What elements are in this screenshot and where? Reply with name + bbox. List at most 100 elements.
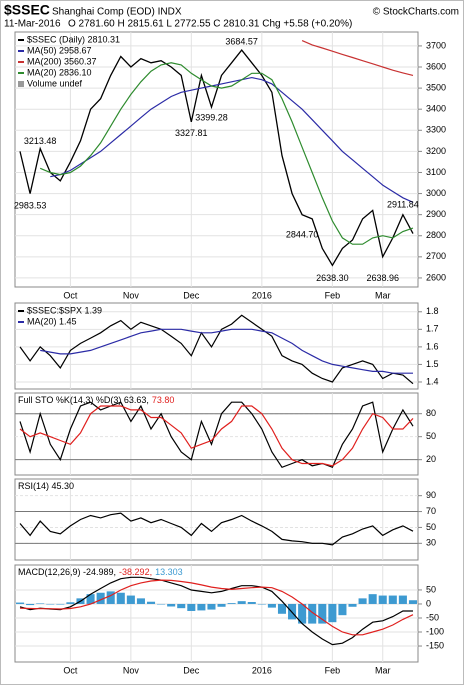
y-tick-label: 1.7 <box>426 324 439 334</box>
legend-entry: MA(20) 1.45 <box>27 316 77 326</box>
y-tick-label: 3200 <box>426 146 446 156</box>
y-tick-label: 2800 <box>426 230 446 240</box>
y-tick-label: 1.6 <box>426 341 439 351</box>
x-tick-label: Oct <box>63 290 78 300</box>
series-line <box>40 328 413 374</box>
histogram-bar <box>46 603 55 605</box>
panel <box>14 31 419 288</box>
histogram-bar <box>267 603 276 608</box>
y-tick-label: 3600 <box>426 61 446 71</box>
histogram-bar <box>197 603 206 611</box>
histogram-bar <box>408 600 417 604</box>
legend-entry: 13.303 <box>155 567 183 577</box>
histogram-bar <box>348 603 357 607</box>
y-tick-label: 50 <box>426 522 436 532</box>
y-tick-label: 2700 <box>426 251 446 261</box>
histogram-bar <box>318 603 327 624</box>
x-tick-label: Mar <box>375 665 391 675</box>
y-tick-label: 3700 <box>426 40 446 50</box>
x-tick-label: Nov <box>123 665 140 675</box>
histogram-bar <box>56 603 65 605</box>
instrument-name: Shanghai Comp (EOD) INDX <box>52 7 182 18</box>
y-tick-label: 1.8 <box>426 306 439 316</box>
histogram-bar <box>358 598 367 604</box>
x-tick-label: Oct <box>63 665 78 675</box>
symbol: $SSEC <box>4 2 50 18</box>
y-tick-label: 20 <box>426 454 436 464</box>
series-line <box>19 405 414 467</box>
y-tick-label: 50 <box>426 584 436 594</box>
y-tick-label: 90 <box>426 490 436 500</box>
panel <box>14 564 419 663</box>
x-tick-label: Nov <box>123 290 140 300</box>
legend-entry: Full STO %K(14,3) %D(3) 63.63, <box>18 395 149 405</box>
y-tick-label: 0 <box>426 598 431 608</box>
histogram-bar <box>368 594 377 604</box>
annotation: 2844.70 <box>286 230 319 240</box>
histogram-bar <box>136 598 145 604</box>
y-tick-label: 30 <box>426 538 436 548</box>
legend-swatch <box>18 81 24 87</box>
histogram-bar <box>86 594 95 604</box>
histogram-bar <box>277 603 287 614</box>
quote: O 2781.60 H 2815.61 L 2772.55 C 2810.31 … <box>68 19 352 30</box>
x-tick-label: Dec <box>183 290 200 300</box>
histogram-bar <box>16 602 25 604</box>
histogram-bar <box>36 603 45 604</box>
annotation: 3213.48 <box>24 136 57 146</box>
histogram-bar <box>167 603 176 607</box>
date: 11-Mar-2016 <box>4 19 61 30</box>
annotation: 2638.96 <box>366 273 399 283</box>
y-tick-label: 2900 <box>426 209 446 219</box>
y-tick-label: -50 <box>426 612 439 622</box>
y-tick-label: 50 <box>426 431 436 441</box>
annotation: 3684.57 <box>225 37 258 47</box>
x-tick-label: Feb <box>325 290 341 300</box>
histogram-bar <box>126 595 135 604</box>
annotation: 2638.30 <box>316 273 349 283</box>
y-tick-label: -150 <box>426 640 444 650</box>
histogram-bar <box>146 601 156 604</box>
x-tick-label: Mar <box>375 290 391 300</box>
histogram-bar <box>257 603 266 605</box>
annotation: 3399.28 <box>195 113 228 123</box>
legend-entry: 73.80 <box>152 395 175 405</box>
histogram-bar <box>227 603 236 604</box>
y-tick-label: 3400 <box>426 104 446 114</box>
legend: MACD(12,26,9) -24.989, -38.292, 13.303 <box>18 567 183 577</box>
legend-entry: $SSEC:$SPX 1.39 <box>27 305 102 315</box>
legend-entry: $SSEC (Daily) 2810.31 <box>27 34 120 44</box>
legend: Full STO %K(14,3) %D(3) 63.63, 73.80 <box>18 395 174 405</box>
series-line <box>39 62 414 245</box>
histogram-bar <box>207 603 216 610</box>
y-tick-label: 3300 <box>426 125 446 135</box>
x-tick-label: Feb <box>325 665 341 675</box>
histogram-bar <box>217 603 226 607</box>
series-line <box>19 49 414 267</box>
histogram-bar <box>26 603 35 606</box>
y-tick-label: -100 <box>426 626 444 636</box>
histogram-bar <box>96 592 105 604</box>
legend-entry: MA(200) 3560.37 <box>27 56 97 66</box>
panel <box>14 302 419 390</box>
histogram-bar <box>187 603 196 611</box>
histogram-bar <box>338 603 347 616</box>
series-line <box>19 314 414 385</box>
histogram-bar <box>157 603 166 605</box>
histogram-bar <box>247 602 256 604</box>
y-tick-label: 3100 <box>426 167 446 177</box>
annotation: 2911.84 <box>387 200 419 210</box>
x-tick-label: 2016 <box>252 665 272 675</box>
credit: © StockCharts.com <box>373 7 459 18</box>
histogram-bar <box>177 603 186 609</box>
series-line <box>19 512 414 546</box>
legend-entry: MA(20) 2836.10 <box>27 67 92 77</box>
y-tick-label: 3500 <box>426 82 446 92</box>
histogram-bar <box>388 595 397 604</box>
y-tick-label: 3000 <box>426 188 446 198</box>
y-tick-label: 1.5 <box>426 359 439 369</box>
legend-entry: Volume undef <box>27 78 83 88</box>
panel <box>14 478 419 561</box>
legend-entry: RSI(14) 45.30 <box>18 481 74 491</box>
